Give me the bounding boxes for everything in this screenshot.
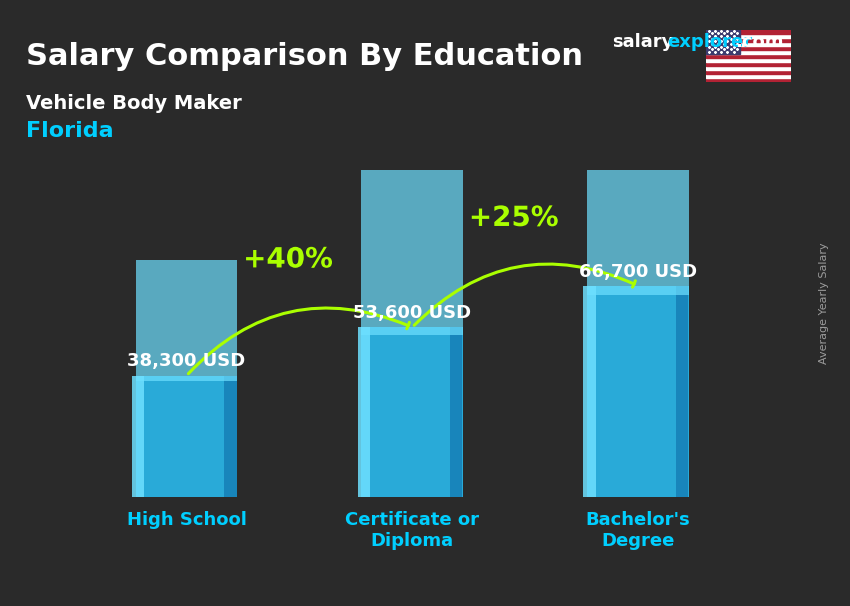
Bar [706,74,791,78]
Bar [706,54,791,58]
Text: explorer: explorer [667,33,752,52]
Bar [587,286,688,497]
Bar [224,376,236,497]
Bar [706,30,740,54]
Bar [132,376,144,497]
Bar [706,30,791,35]
Text: salary: salary [612,33,673,52]
Bar [358,327,370,497]
Text: .com: .com [735,33,784,52]
Bar [706,62,791,66]
Text: +25%: +25% [469,204,558,232]
Bar [136,260,237,381]
Bar [706,58,791,62]
Text: Salary Comparison By Education: Salary Comparison By Education [26,42,582,72]
Bar [583,286,596,497]
Bar [706,42,791,46]
Text: 53,600 USD: 53,600 USD [354,304,471,322]
Bar [676,286,688,497]
Bar [361,327,463,497]
Bar [706,78,791,82]
Text: Florida: Florida [26,121,113,141]
Bar [706,50,791,54]
Text: 66,700 USD: 66,700 USD [579,262,697,281]
Bar [706,35,791,38]
Text: Average Yearly Salary: Average Yearly Salary [819,242,829,364]
Bar [361,165,463,335]
Bar [587,84,688,295]
Bar [450,327,462,497]
Text: +40%: +40% [243,245,333,273]
Bar [706,66,791,70]
Text: Vehicle Body Maker: Vehicle Body Maker [26,94,241,113]
Bar [706,38,791,42]
Bar [136,376,237,497]
Bar [706,46,791,50]
Text: 38,300 USD: 38,300 USD [128,353,246,370]
Bar [706,70,791,74]
